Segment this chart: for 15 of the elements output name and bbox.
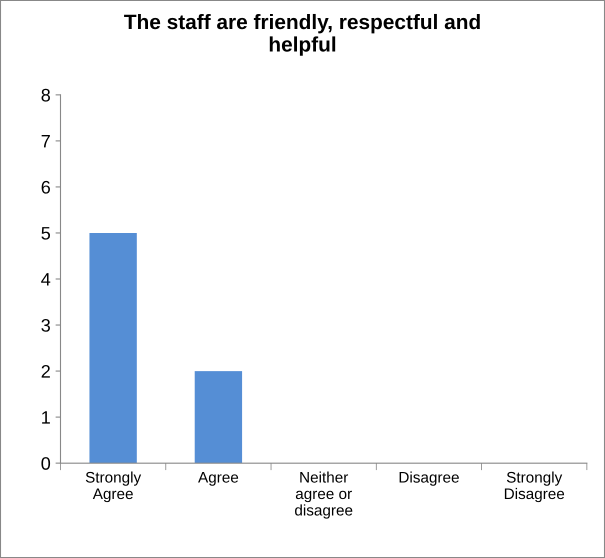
chart-title: The staff are friendly, respectful and helpful — [124, 14, 480, 56]
y-tick-label: 4 — [41, 273, 50, 286]
y-tick-label: 1 — [42, 411, 50, 424]
x-tick-label: Disagree — [400, 471, 459, 486]
y-tick-label: 5 — [41, 227, 50, 240]
y-tick-label: 7 — [42, 135, 50, 148]
x-tick-label: Neither agree or disagree — [295, 471, 352, 519]
y-tick-label: 8 — [42, 88, 50, 102]
y-tick-label: 0 — [41, 457, 50, 470]
y-tick-label: 3 — [41, 318, 50, 332]
x-tick-label: Agree — [198, 472, 238, 486]
x-tick-label: Strongly Agree — [86, 471, 142, 502]
x-tick-label: Strongly Disagree — [504, 471, 564, 502]
y-tick-label: 2 — [42, 365, 50, 378]
y-tick-label: 6 — [42, 180, 50, 194]
